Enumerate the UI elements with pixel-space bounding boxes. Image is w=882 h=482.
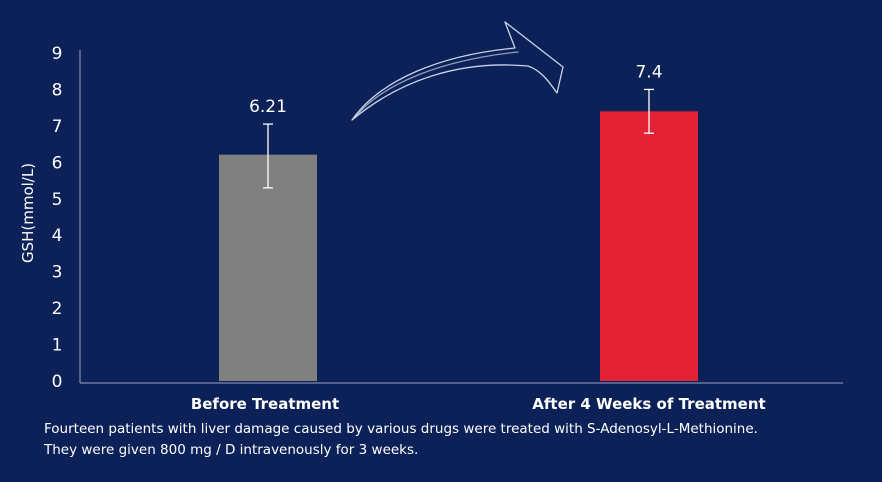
y-tick-label: 8 (52, 80, 63, 100)
y-tick-label: 5 (52, 190, 63, 210)
y-tick-labels: 0 1 2 3 4 5 6 7 8 9 (52, 44, 63, 392)
data-label-before-treatment: 6.21 (249, 97, 287, 117)
category-label-before-treatment: Before Treatment (191, 395, 339, 413)
y-tick-label: 6 (52, 153, 63, 173)
error-bar-after-treatment (644, 88, 654, 134)
y-tick-label: 2 (52, 299, 63, 319)
y-tick-label: 3 (52, 263, 63, 283)
bar-before-treatment (219, 154, 317, 381)
bar-after-treatment (600, 111, 698, 382)
caption-line-2: They were given 800 mg / D intravenously… (44, 442, 419, 458)
bar-chart: GSH(mmol/L) 0 1 2 3 4 5 6 7 8 9 6.21 7.4… (19, 21, 843, 413)
y-tick-label: 0 (52, 372, 63, 392)
caption: Fourteen patients with liver damage caus… (44, 419, 874, 461)
y-tick-label: 4 (52, 226, 63, 246)
y-axis-title: GSH(mmol/L) (19, 163, 37, 263)
data-label-after-treatment: 7.4 (635, 62, 662, 82)
caption-line-1: Fourteen patients with liver damage caus… (44, 421, 758, 437)
y-tick-label: 1 (52, 336, 63, 356)
y-tick-label: 9 (52, 44, 63, 64)
bars (219, 111, 698, 382)
error-bars (263, 88, 654, 189)
error-bar-before-treatment (263, 123, 273, 189)
y-tick-label: 7 (52, 117, 63, 137)
category-label-after-treatment: After 4 Weeks of Treatment (532, 395, 765, 413)
curved-arrow-icon (351, 21, 564, 121)
